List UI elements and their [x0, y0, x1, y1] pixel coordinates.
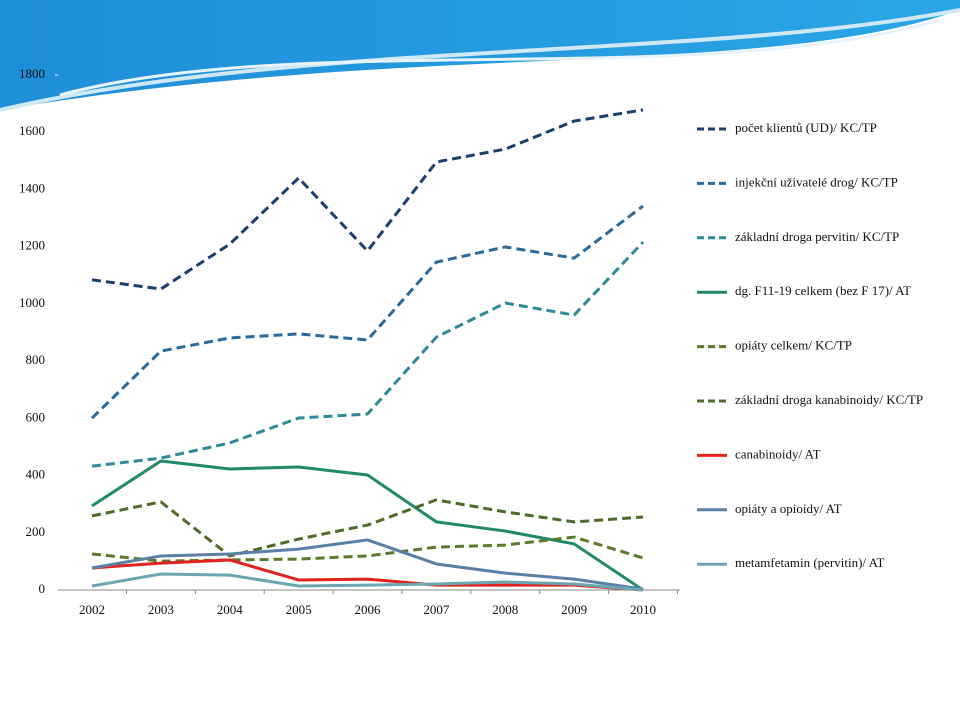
series-line — [91, 459, 644, 592]
y-tick-label: 600 — [26, 409, 46, 424]
legend-label: injekční uživatelé drog/ KC/TP — [735, 174, 898, 189]
x-tick-label: 2003 — [148, 602, 174, 617]
y-tick-label: 1600 — [19, 123, 45, 138]
legend-label: dg. F11-19 celkem (bez F 17)/ AT — [735, 283, 911, 298]
y-tick-label: 1800 — [19, 66, 45, 81]
x-tick-label: 2009 — [561, 602, 587, 617]
header-wave — [0, 8, 960, 112]
legend-label: počet klientů (UD)/ KC/TP — [735, 120, 877, 135]
y-tick-label: 400 — [26, 467, 46, 482]
y-tick-label: 1400 — [19, 180, 45, 195]
legend-label: základní droga pervitin/ KC/TP — [735, 229, 899, 244]
x-tick-label: 2005 — [286, 602, 312, 617]
legend-label: základní droga kanabinoidy/ KC/TP — [735, 392, 923, 407]
x-tick-label: 2006 — [355, 602, 382, 617]
series-line — [91, 538, 644, 591]
header-wave — [59, 18, 941, 97]
series-line — [91, 108, 644, 291]
y-tick-label: 1200 — [19, 238, 45, 253]
y-tick-label: 800 — [26, 352, 46, 367]
series-line — [91, 241, 645, 468]
y-tick-label: 1000 — [19, 295, 45, 310]
legend-label: opiáty a opioidy/ AT — [735, 501, 842, 516]
legend-label: opiáty celkem/ KC/TP — [735, 338, 852, 353]
series-line — [91, 572, 644, 592]
y-tick-label: 200 — [26, 524, 46, 539]
x-tick-label: 2008 — [492, 602, 518, 617]
x-tick-label: 2004 — [217, 602, 244, 617]
legend-label: canabinoidy/ AT — [735, 446, 821, 461]
series-line — [90, 204, 644, 420]
x-tick-label: 2002 — [79, 602, 105, 617]
series-line — [91, 558, 644, 592]
series-line — [91, 498, 644, 558]
x-tick-label: 2007 — [423, 602, 450, 617]
x-tick-label: 2010 — [630, 602, 656, 617]
legend-label: metamfetamin (pervitin)/ AT — [735, 555, 885, 570]
y-tick-label: 0 — [39, 581, 46, 596]
